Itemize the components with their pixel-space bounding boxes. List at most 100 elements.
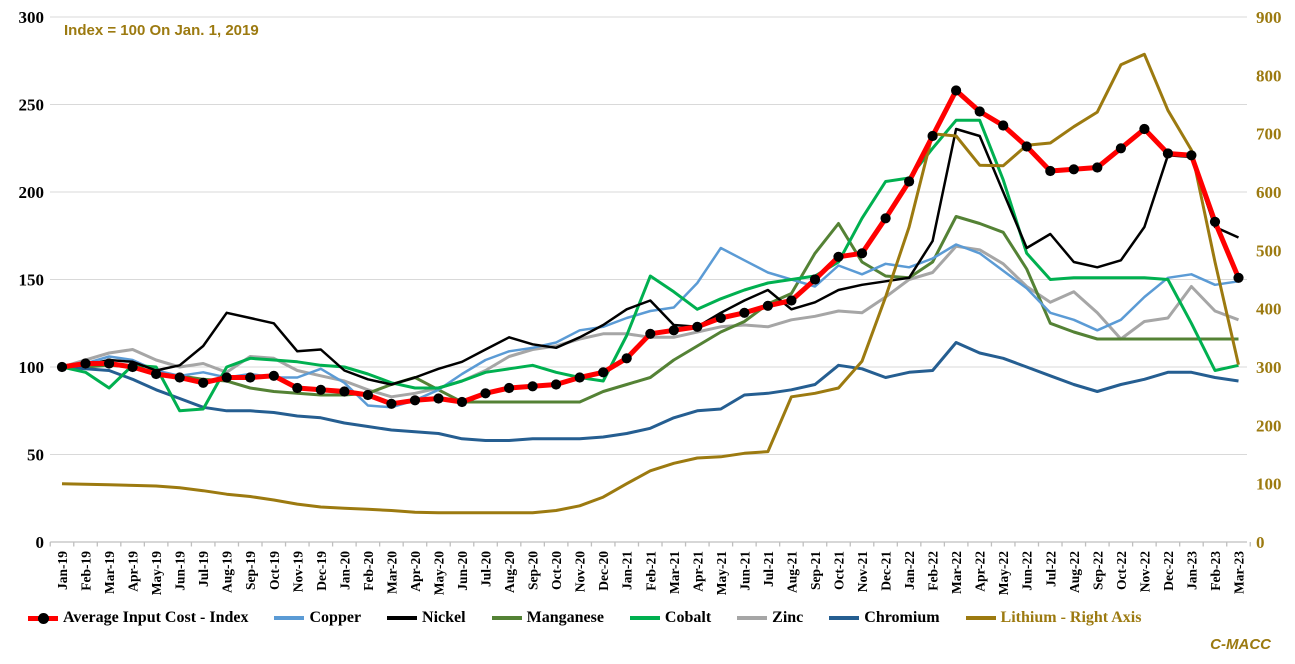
x-axis-label: May-21 bbox=[714, 551, 729, 595]
series-marker bbox=[1209, 216, 1221, 227]
x-axis-label: Dec-20 bbox=[596, 551, 611, 591]
series-marker bbox=[268, 370, 279, 381]
x-axis-label: Dec-19 bbox=[314, 551, 329, 591]
series-marker bbox=[927, 130, 938, 142]
x-axis-label: Oct-22 bbox=[1114, 551, 1129, 590]
legend-item-zinc: Zinc bbox=[737, 609, 803, 627]
x-axis-label: Nov-20 bbox=[573, 551, 588, 592]
series-marker bbox=[456, 396, 468, 408]
x-axis-label: Jul-20 bbox=[479, 551, 494, 587]
legend: Average Input Cost - Index Copper Nickel Ma… bbox=[28, 609, 1289, 627]
x-axis-label: Jan-19 bbox=[55, 551, 70, 590]
x-axis-label: Mar-21 bbox=[667, 551, 682, 594]
left-axis-label: 250 bbox=[19, 96, 45, 115]
x-axis-label: Feb-21 bbox=[643, 551, 658, 591]
x-axis-label: Nov-19 bbox=[290, 551, 305, 592]
series-marker bbox=[692, 321, 703, 332]
x-axis-label: Sep-21 bbox=[808, 551, 823, 590]
x-axis-label: Mar-19 bbox=[102, 551, 117, 594]
series-copper bbox=[61, 243, 1239, 409]
left-axis-label: 50 bbox=[27, 446, 44, 465]
x-axis-label: Oct-20 bbox=[549, 551, 564, 590]
right-axis-label: 700 bbox=[1256, 125, 1282, 144]
legend-item-lithium-right-axis: Lithium - Right Axis bbox=[965, 609, 1142, 627]
series-marker bbox=[198, 377, 209, 388]
x-axis-label: Nov-21 bbox=[855, 551, 870, 592]
x-axis-label: Mar-22 bbox=[949, 551, 964, 594]
series-marker bbox=[504, 382, 515, 394]
series-marker bbox=[292, 382, 303, 394]
x-axis-label: Aug-20 bbox=[502, 551, 517, 593]
series-marker bbox=[339, 386, 350, 397]
series-cobalt bbox=[61, 118, 1239, 413]
series-marker bbox=[621, 353, 632, 364]
series-marker bbox=[668, 325, 679, 336]
x-axis-label: Nov-22 bbox=[1137, 551, 1152, 592]
right-axis-label: 900 bbox=[1256, 8, 1282, 27]
left-axis-label: 300 bbox=[19, 8, 45, 27]
legend-label: Zinc bbox=[772, 609, 804, 626]
x-axis-label: Jun-19 bbox=[173, 551, 188, 591]
legend-swatch bbox=[491, 616, 522, 620]
x-axis-label: Feb-22 bbox=[926, 551, 941, 591]
series-marker bbox=[645, 328, 656, 339]
series-marker bbox=[433, 393, 444, 404]
x-axis-label: Aug-22 bbox=[1067, 551, 1082, 593]
right-axis-label: 0 bbox=[1256, 533, 1265, 552]
left-axis-label: 200 bbox=[19, 183, 45, 202]
x-axis-label: Oct-19 bbox=[267, 551, 282, 590]
x-axis-label: Aug-21 bbox=[784, 551, 799, 593]
series-marker bbox=[786, 295, 797, 306]
legend-swatch bbox=[829, 616, 860, 620]
legend-label: Nickel bbox=[422, 609, 466, 626]
legend-item-cobalt: Cobalt bbox=[629, 609, 711, 627]
x-axis-label: May-22 bbox=[996, 551, 1011, 595]
right-axis-label: 400 bbox=[1256, 300, 1282, 319]
x-axis-label: Sep-19 bbox=[243, 551, 258, 590]
series-marker bbox=[1021, 141, 1032, 152]
series-marker bbox=[1139, 123, 1150, 135]
series-marker bbox=[739, 307, 750, 318]
x-axis-label: Jan-22 bbox=[902, 551, 917, 590]
x-axis-label: Jan-23 bbox=[1184, 551, 1199, 590]
x-axis-label: Aug-19 bbox=[220, 551, 235, 593]
legend-swatch bbox=[629, 616, 660, 620]
x-axis-label: Jul-19 bbox=[196, 551, 211, 587]
x-axis-label: Sep-22 bbox=[1090, 551, 1105, 590]
series-marker bbox=[598, 367, 609, 378]
series-zinc bbox=[61, 244, 1240, 399]
left-axis-label: 0 bbox=[36, 533, 45, 552]
series-marker bbox=[56, 361, 68, 373]
legend-item-manganese: Manganese bbox=[491, 609, 604, 627]
series-marker bbox=[1233, 272, 1244, 283]
x-axis-label: Dec-22 bbox=[1161, 551, 1176, 591]
right-axis-label: 600 bbox=[1256, 183, 1282, 202]
x-axis-label: Sep-20 bbox=[526, 551, 541, 590]
legend-item-average-input-cost-index: Average Input Cost - Index bbox=[28, 609, 248, 627]
series-marker bbox=[715, 312, 726, 324]
series-marker bbox=[315, 384, 326, 395]
x-axis-label: Jan-21 bbox=[620, 551, 635, 590]
legend-item-copper: Copper bbox=[274, 609, 361, 627]
series-marker bbox=[80, 358, 91, 369]
legend-label: Manganese bbox=[526, 609, 604, 626]
legend-swatch bbox=[387, 616, 418, 620]
series-marker bbox=[480, 388, 491, 399]
x-axis-label: May-19 bbox=[149, 551, 164, 595]
x-axis-label: Jun-20 bbox=[455, 551, 470, 591]
legend-swatch bbox=[274, 616, 305, 620]
series-marker bbox=[1068, 164, 1079, 175]
x-axis-label: Jun-22 bbox=[1020, 551, 1035, 591]
series-marker bbox=[362, 389, 373, 401]
x-axis-label: Apr-19 bbox=[126, 551, 141, 592]
series-marker bbox=[762, 300, 774, 311]
x-axis-label: Mar-23 bbox=[1232, 551, 1247, 594]
series-marker bbox=[1162, 148, 1173, 159]
legend-item-nickel: Nickel bbox=[387, 609, 466, 627]
x-axis-label: Jul-21 bbox=[761, 551, 776, 587]
left-axis-label: 150 bbox=[19, 271, 45, 290]
right-axis-label: 300 bbox=[1256, 358, 1282, 377]
series-marker bbox=[574, 372, 585, 383]
legend-label: Lithium - Right Axis bbox=[1000, 609, 1142, 626]
